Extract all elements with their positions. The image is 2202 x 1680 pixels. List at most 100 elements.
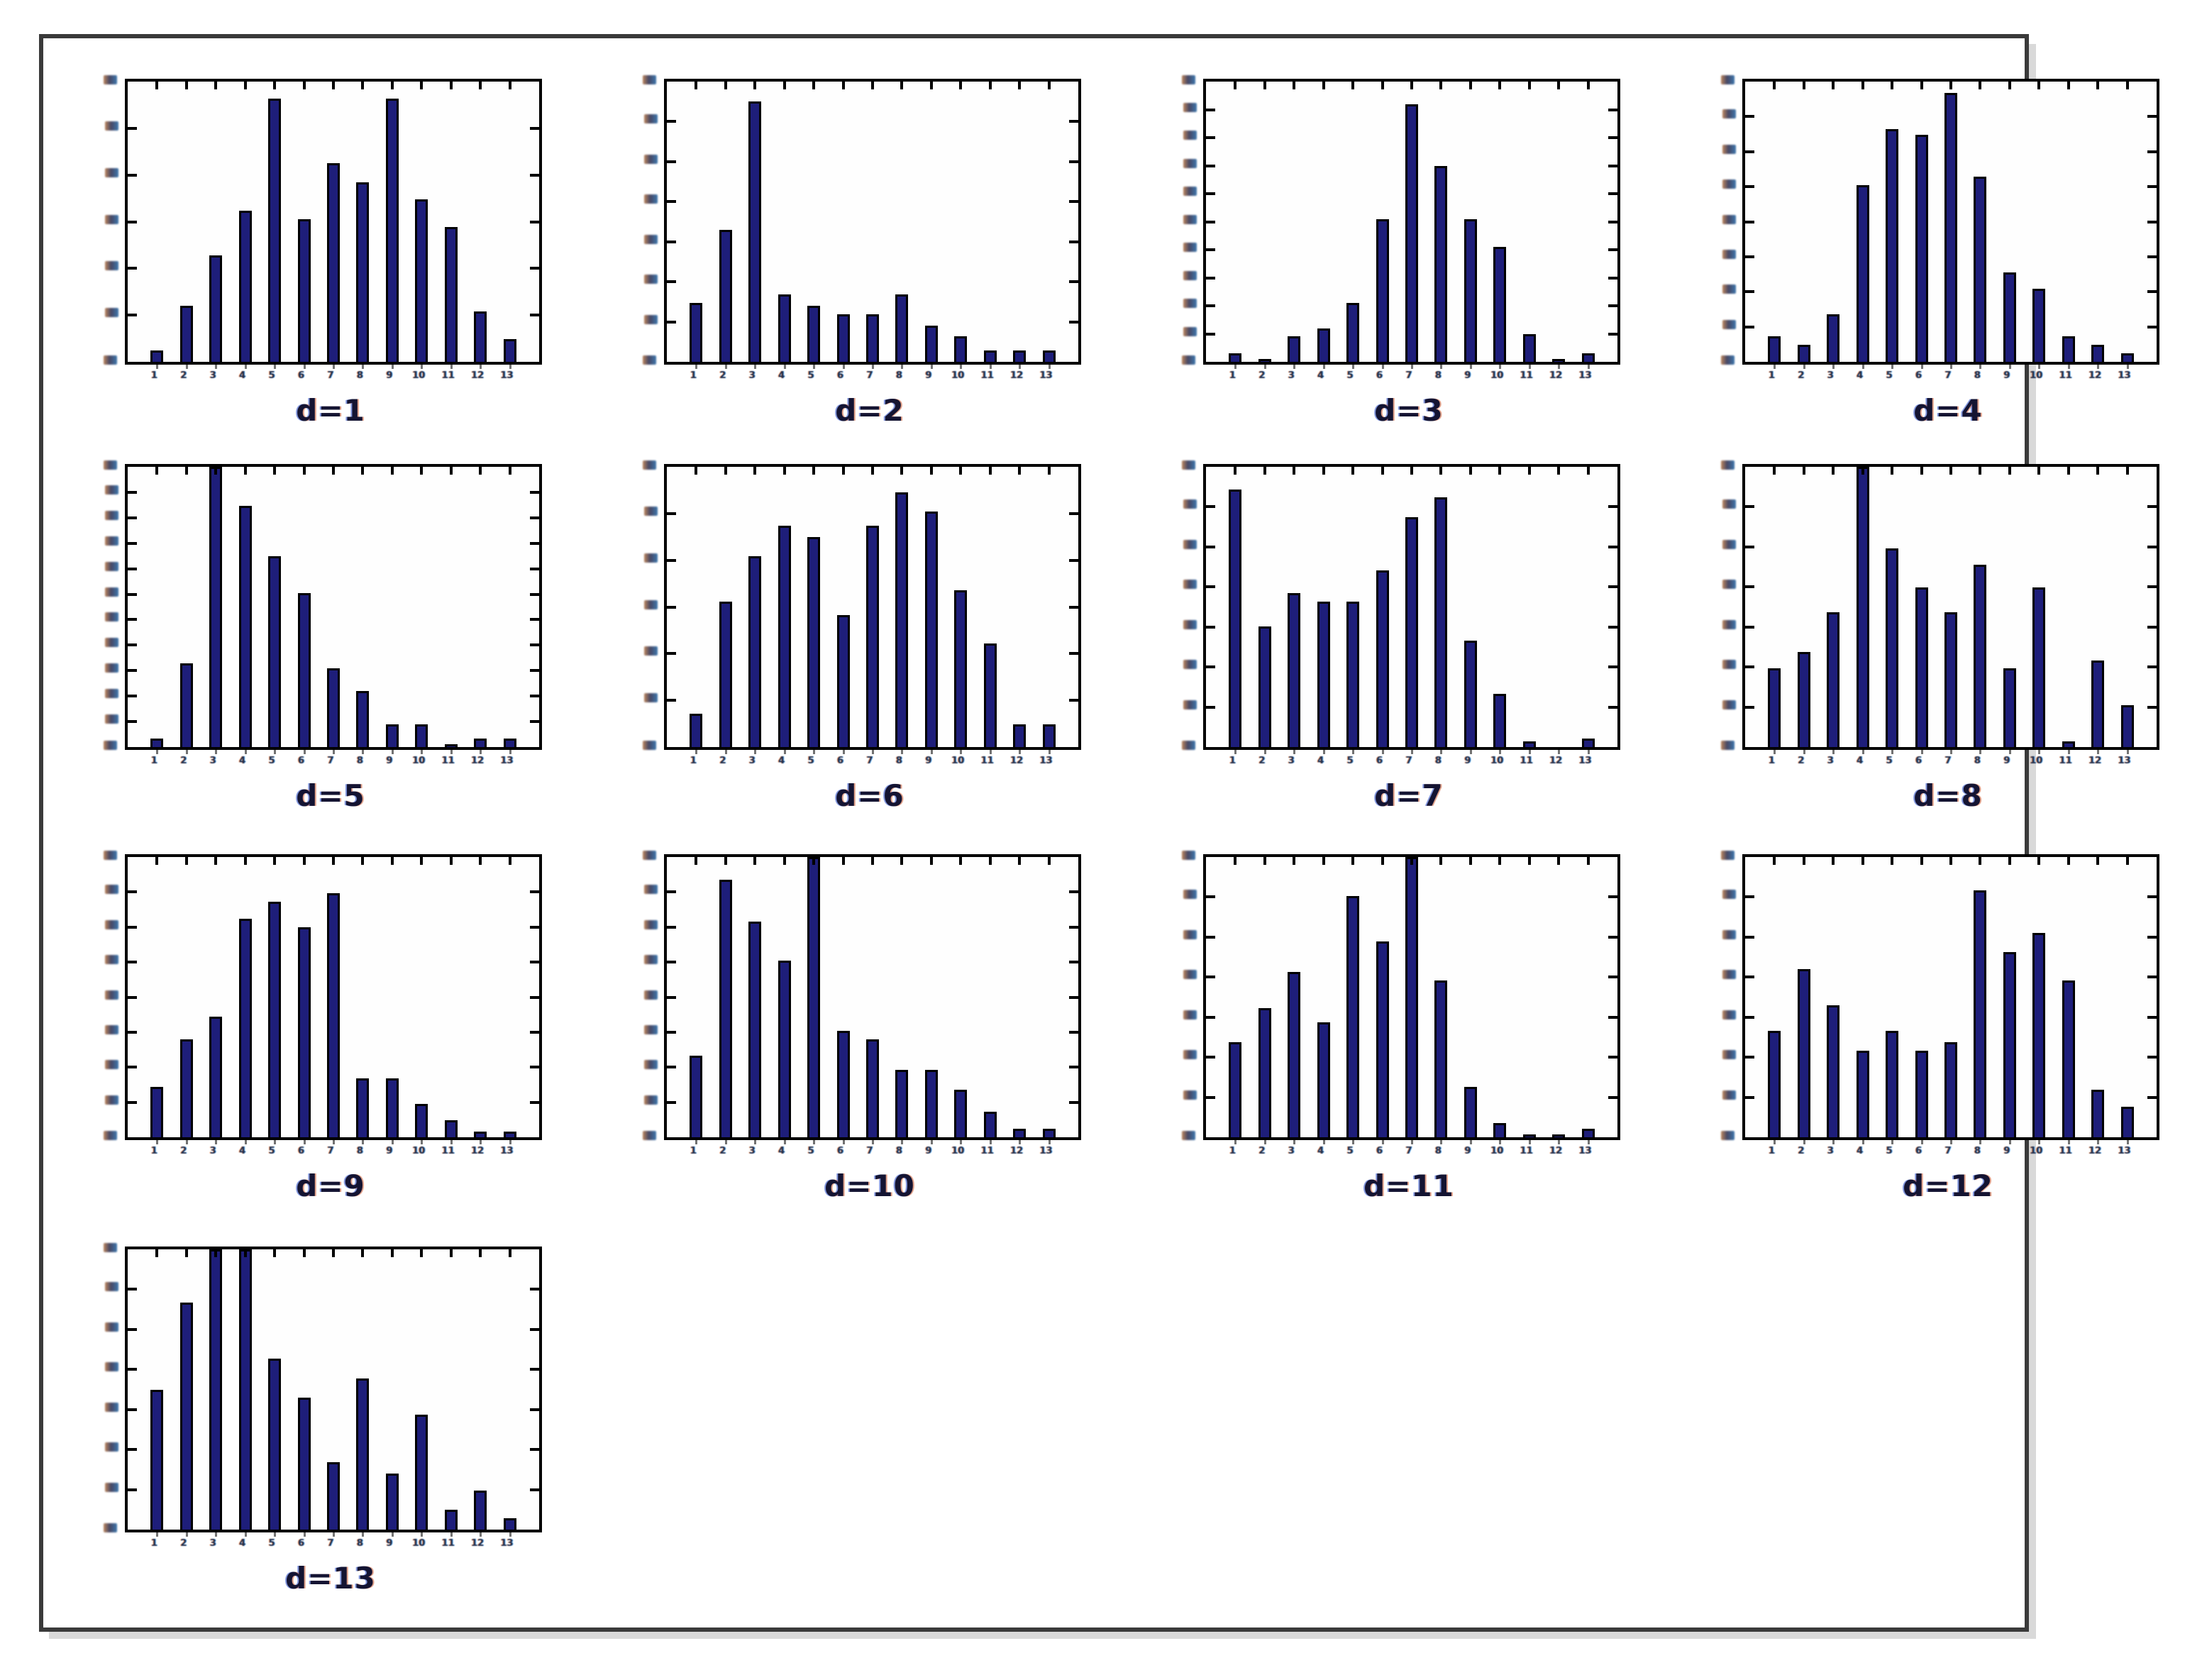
top-tick — [302, 857, 306, 865]
top-tick — [1293, 82, 1296, 89]
bar — [2120, 1106, 2134, 1137]
top-tick — [1773, 82, 1776, 89]
y-tick-label-smudge — [105, 1362, 118, 1372]
bar — [238, 506, 252, 747]
top-tick — [332, 467, 335, 475]
y-tick — [667, 699, 676, 702]
top-tick — [302, 82, 306, 89]
x-tick-label: 10 — [951, 1146, 965, 1156]
x-tick-label: 3 — [209, 370, 216, 381]
bottom-tick — [960, 750, 963, 754]
y-tick-label-smudge — [644, 275, 658, 284]
bottom-tick — [1411, 1140, 1413, 1144]
top-tick — [1861, 857, 1864, 865]
bar — [1886, 548, 1899, 747]
top-tick — [508, 1249, 511, 1257]
x-tick-label: 12 — [1549, 370, 1563, 381]
top-tick — [2096, 857, 2100, 865]
plot-area — [664, 464, 1081, 754]
top-tick — [214, 82, 218, 89]
bar — [1434, 497, 1448, 747]
top-tick — [841, 857, 845, 865]
top-tick — [449, 1249, 453, 1257]
y-tick-label-smudge — [1183, 929, 1197, 939]
y-tick — [128, 695, 137, 698]
y-tick — [128, 592, 137, 596]
y-tick-right — [1069, 652, 1078, 656]
bottom-tick — [1861, 365, 1864, 369]
top-tick — [2125, 82, 2129, 89]
x-tick-label: 11 — [980, 1146, 994, 1156]
bottom-tick — [1803, 750, 1805, 754]
bar — [954, 1089, 968, 1137]
top-tick — [812, 467, 816, 475]
bar — [1797, 345, 1810, 362]
top-tick — [695, 467, 698, 475]
top-tick — [479, 1249, 482, 1257]
y-tick-label-smudge — [105, 1024, 118, 1034]
bar — [1258, 1008, 1271, 1137]
y-tick-label-smudge — [1722, 499, 1736, 509]
x-tick-label: 6 — [298, 756, 305, 766]
bar — [2120, 353, 2134, 362]
top-tick — [1381, 82, 1384, 89]
y-tick-right — [530, 995, 539, 999]
chart-caption: d=5 — [296, 778, 365, 813]
bar — [1915, 1050, 1928, 1137]
top-tick — [1381, 467, 1384, 475]
top-tick — [1979, 82, 1982, 89]
bar — [748, 921, 762, 1137]
bar — [1944, 1041, 1957, 1137]
y-tick — [1745, 325, 1754, 328]
bar — [444, 744, 458, 747]
y-tick — [128, 1368, 137, 1371]
top-tick — [1468, 467, 1472, 475]
y-tick-label-smudge — [105, 638, 118, 648]
y-tick-label-smudge — [1722, 700, 1736, 709]
top-tick — [753, 467, 757, 475]
top-tick — [1047, 82, 1051, 89]
y-tick-label-smudge — [105, 689, 118, 699]
y-tick — [1206, 505, 1215, 509]
y-tick-right — [2147, 220, 2157, 223]
y-tick — [667, 558, 676, 562]
bar — [1317, 601, 1330, 747]
chart-caption: d=2 — [835, 393, 904, 428]
bar — [1768, 1030, 1781, 1137]
histogram-panel-d12: 1 2 3 4 5 6 7 8 9 10 11 12 13 d=12 — [1700, 851, 2168, 1209]
y-tick — [128, 1030, 137, 1034]
top-tick — [900, 857, 904, 865]
x-tick-label: 8 — [895, 756, 902, 766]
y-tick-label-smudge — [1722, 619, 1736, 629]
bar — [895, 492, 909, 747]
y-tick-label-smudge — [1722, 580, 1736, 590]
bar — [1317, 328, 1330, 362]
y-tick-right — [2147, 1056, 2157, 1059]
y-tick-label-smudge — [105, 561, 118, 571]
bar — [1288, 971, 1301, 1137]
y-tick-label-smudge — [1183, 1010, 1197, 1019]
x-tick-label: 2 — [1798, 756, 1805, 766]
x-tick-label: 2 — [180, 1146, 187, 1156]
y-tick-label-smudge — [1182, 851, 1195, 860]
bottom-tick — [1774, 1140, 1776, 1144]
top-tick — [2096, 467, 2100, 475]
x-tick-label: 5 — [807, 1146, 814, 1156]
y-tick-label-smudge — [1183, 131, 1197, 140]
bar — [444, 227, 458, 362]
bar — [1346, 601, 1360, 747]
x-tick-label: 7 — [327, 370, 334, 381]
bottom-tick — [274, 365, 277, 369]
top-tick — [1773, 467, 1776, 475]
x-tick-label: 1 — [1768, 1146, 1775, 1156]
top-tick — [361, 1249, 365, 1257]
y-tick-label-smudge — [104, 1243, 117, 1252]
histogram-panel-d6: 1 2 3 4 5 6 7 8 9 10 11 12 13 d=6 — [621, 460, 1090, 819]
bottom-tick — [1587, 1140, 1590, 1144]
bottom-tick — [480, 1532, 482, 1537]
x-tick-label: 11 — [441, 370, 455, 381]
top-tick — [753, 857, 757, 865]
y-tick — [667, 995, 676, 999]
top-tick — [420, 857, 424, 865]
plot-area — [125, 464, 542, 754]
